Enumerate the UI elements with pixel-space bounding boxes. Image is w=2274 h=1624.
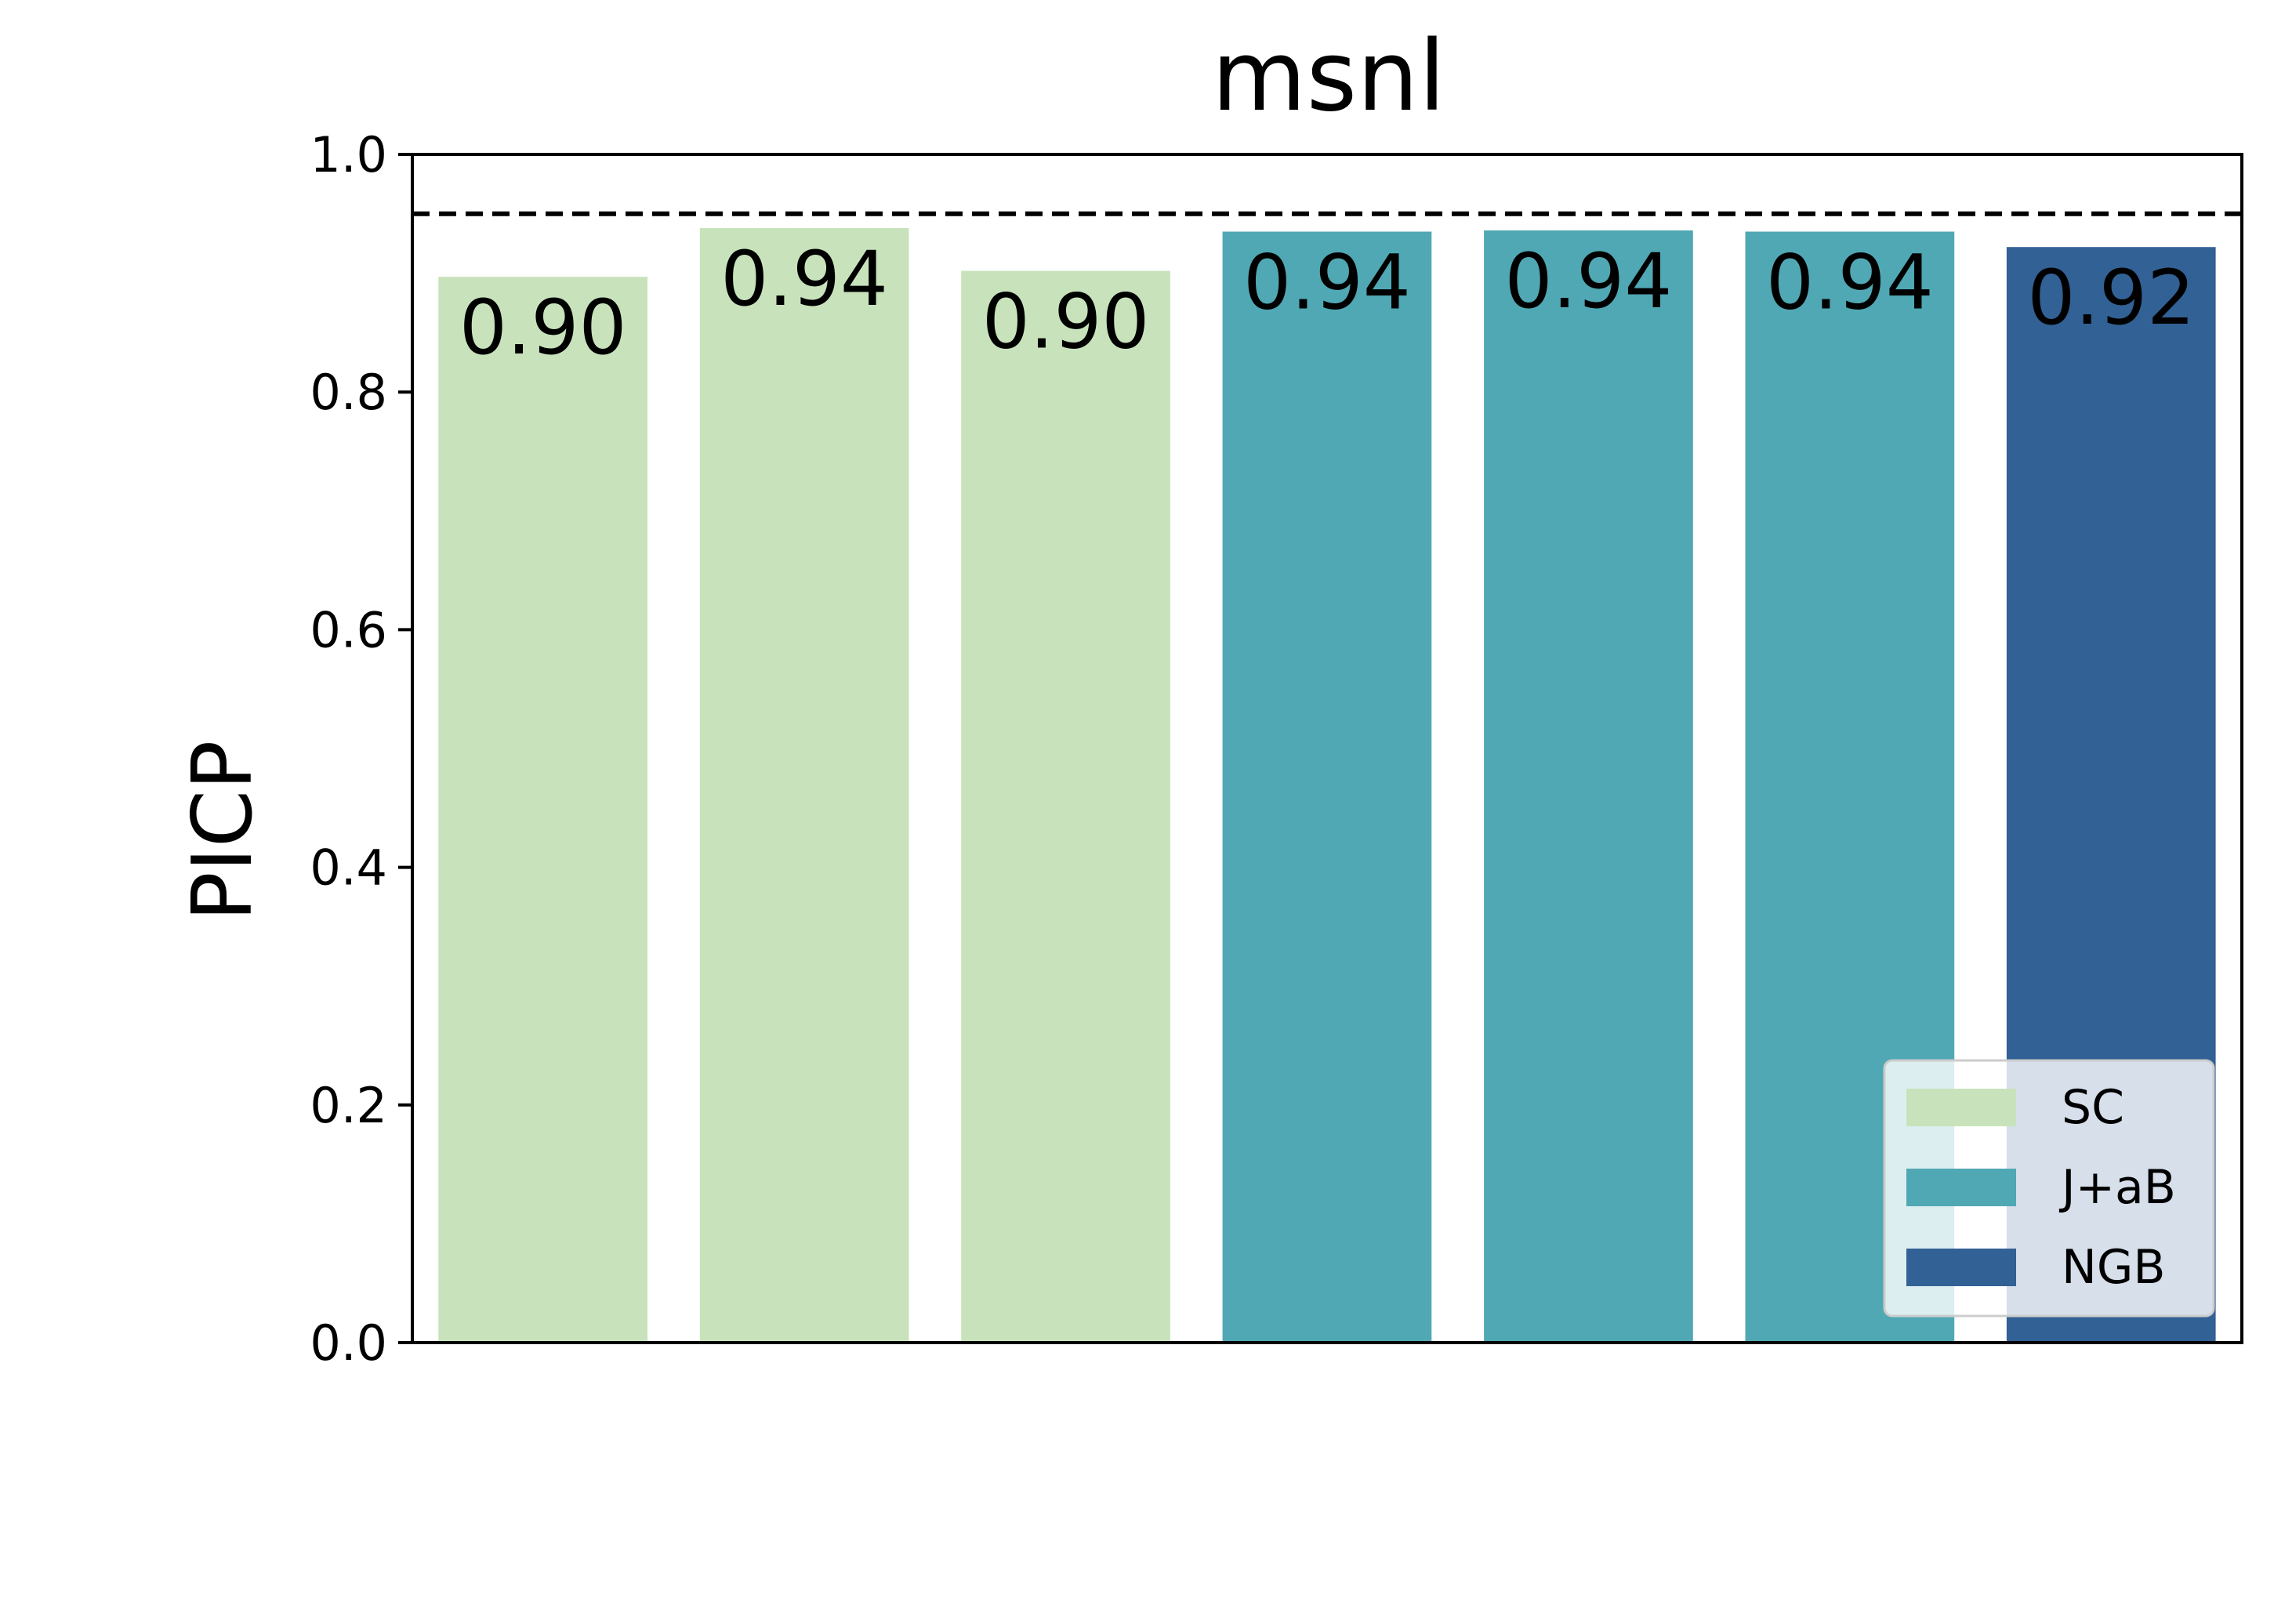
legend-label: NGB <box>2062 1240 2166 1295</box>
legend: SC J+aB NGB <box>1883 1059 2215 1318</box>
bar-value-label: 0.90 <box>982 278 1150 366</box>
bar-j-ab-5 <box>1484 230 1693 1343</box>
bar-value-label: 0.94 <box>1243 239 1411 327</box>
plot-frame <box>411 153 2243 1344</box>
legend-label: J+aB <box>2058 1160 2176 1215</box>
bar-j-ab-4 <box>1222 231 1432 1343</box>
y-tick-label: 0.8 <box>310 364 387 421</box>
legend-label: SC <box>2062 1080 2124 1135</box>
legend-swatch-sc <box>1906 1089 2016 1126</box>
y-tick-label: 0.4 <box>310 839 387 897</box>
bar-value-label: 0.94 <box>1505 237 1673 325</box>
y-axis-label: PICP <box>175 741 270 922</box>
legend-swatch-ngb <box>1906 1249 2016 1286</box>
bar-sc-3 <box>961 270 1170 1343</box>
bar-value-label: 0.92 <box>2027 254 2195 342</box>
bar-value-label: 0.90 <box>459 284 627 372</box>
bar-value-label: 0.94 <box>720 235 888 323</box>
bar-labels-layer: 0.90 0.94 0.90 0.94 0.94 0.94 0.92 <box>459 235 2195 372</box>
y-axis: 0.0 0.2 0.4 0.6 0.8 1.0 <box>310 126 412 1372</box>
legend-swatch-j-ab <box>1906 1169 2016 1206</box>
bar-value-label: 0.94 <box>1766 239 1934 327</box>
chart-title: msnl <box>1212 20 1445 133</box>
bar-sc-1 <box>438 277 647 1343</box>
y-tick-label: 0.2 <box>310 1077 387 1134</box>
y-tick-label: 0.0 <box>310 1314 387 1372</box>
y-tick-label: 1.0 <box>310 126 387 183</box>
bar-sc-2 <box>699 228 909 1343</box>
y-tick-label: 0.6 <box>310 601 387 658</box>
